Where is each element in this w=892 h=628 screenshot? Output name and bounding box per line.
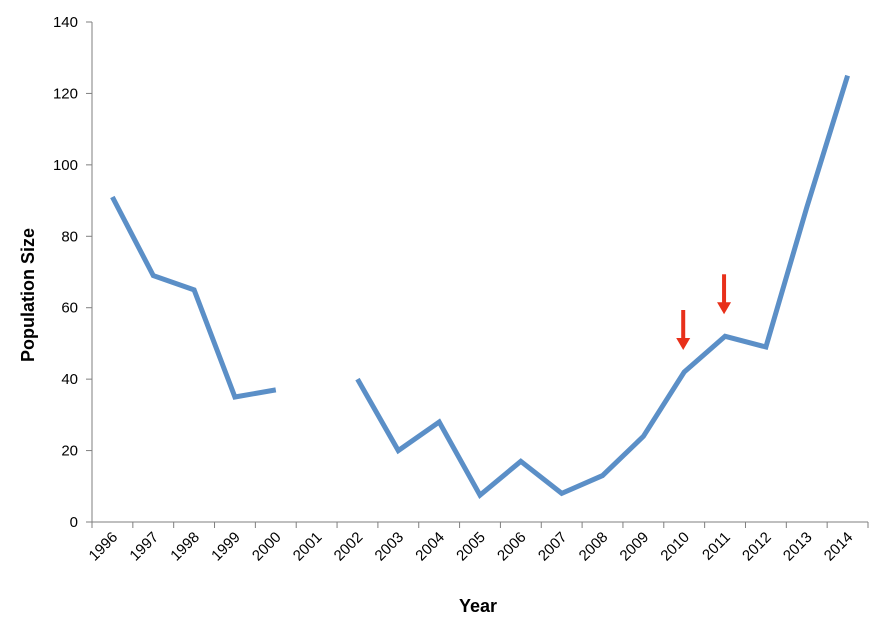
x-tick-label: 2003	[372, 529, 408, 565]
x-tick-label: 2002	[331, 529, 367, 565]
series-line	[110, 74, 850, 500]
x-tick-label: 1996	[86, 529, 122, 565]
x-tick-label: 2008	[576, 529, 612, 565]
x-axis-title: Year	[459, 596, 497, 616]
x-tick-label: 2013	[780, 529, 816, 565]
x-tick-label: 2007	[535, 529, 571, 565]
x-tick-label: 2009	[617, 529, 653, 565]
y-tick-label: 80	[61, 228, 78, 245]
x-tick-label: 1999	[208, 529, 244, 565]
x-tick-label: 2004	[412, 529, 448, 565]
y-tick-label: 60	[61, 300, 78, 317]
series-group	[110, 74, 850, 500]
x-tick-label: 1998	[167, 529, 203, 565]
y-tick-label: 0	[70, 514, 78, 531]
y-tick-label: 120	[53, 85, 78, 102]
x-tick-label: 2014	[821, 529, 857, 565]
x-tick-label: 2005	[453, 529, 489, 565]
x-tick-label: 1997	[126, 529, 162, 565]
y-axis-title: Population Size	[18, 228, 38, 362]
x-tick-label: 2010	[657, 529, 693, 565]
y-tick-label: 140	[53, 14, 78, 31]
y-tick-label: 100	[53, 157, 78, 174]
y-axis-ticks: 0 20 40 60 80 100 120 140	[53, 14, 92, 531]
arrow-annotation	[717, 274, 732, 315]
x-tick-label: 2006	[494, 529, 530, 565]
x-axis-ticks: 1996 1997 1998 1999 2000 2001 2002 2003 2004 2005…	[86, 522, 869, 565]
x-tick-label: 2001	[290, 529, 326, 565]
arrow-annotation	[676, 310, 691, 350]
x-tick-label: 2012	[739, 529, 775, 565]
x-tick-label: 2000	[249, 529, 285, 565]
annotations	[676, 274, 732, 350]
x-tick-label: 2011	[699, 529, 734, 564]
y-tick-label: 40	[61, 371, 78, 388]
y-tick-label: 20	[61, 443, 78, 460]
axes	[91, 22, 868, 523]
